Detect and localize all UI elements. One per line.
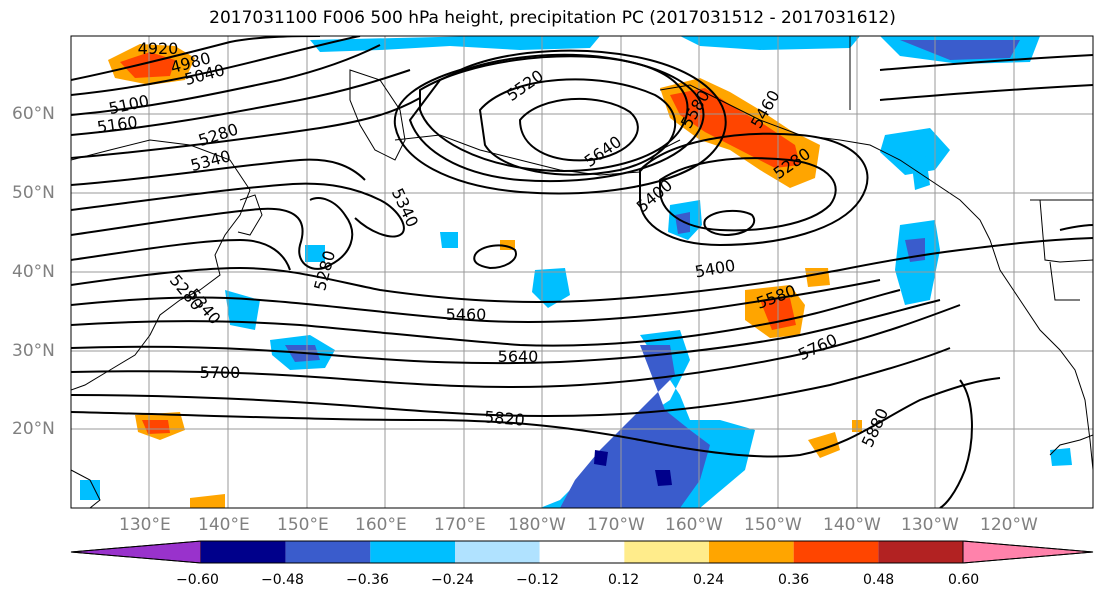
lon-label: 130°E (119, 515, 171, 535)
contour-label: 4920 (138, 39, 179, 58)
colorbar-segment (709, 541, 794, 563)
colorbar-tick-label: 0.48 (863, 572, 895, 588)
colorbar-segment (793, 541, 879, 563)
colorbar-extend-max (962, 540, 1094, 564)
colorbar-tick-label: −0.60 (176, 572, 219, 588)
colorbar-tick-label: 0.60 (948, 572, 980, 588)
lon-label: 130°W (901, 515, 959, 535)
lon-label: 160°E (355, 515, 407, 535)
contour-label: 5640 (498, 347, 539, 366)
colorbar-segment (624, 541, 709, 563)
colorbar-segment (455, 541, 540, 563)
colorbar-segment (878, 541, 963, 563)
contour-label: 5820 (483, 407, 525, 429)
lat-label: 60°N (12, 104, 55, 124)
colorbar-segment (370, 541, 455, 563)
lat-label: 20°N (12, 419, 55, 439)
lon-label: 120°W (980, 515, 1038, 535)
map-title: 2017031100 F006 500 hPa height, precipit… (209, 8, 896, 28)
colorbar-extend-min (70, 540, 202, 564)
lat-label: 50°N (12, 183, 55, 203)
contour-label: 5460 (446, 305, 487, 324)
height-contours (71, 36, 1093, 508)
lon-label: 140°E (198, 515, 250, 535)
lon-label: 150°E (277, 515, 329, 535)
colorbar-tick-label: −0.12 (516, 572, 559, 588)
colorbar-tick-label: −0.24 (431, 572, 474, 588)
lat-label: 40°N (12, 262, 55, 282)
colorbar-tick-label: 0.36 (778, 572, 810, 588)
lon-label: 140°W (823, 515, 881, 535)
lon-label: 150°W (744, 515, 802, 535)
colorbar-segment (201, 541, 286, 563)
lat-label: 30°N (12, 341, 55, 361)
colorbar-tick-label: −0.48 (261, 572, 304, 588)
contour-label: 5700 (200, 363, 241, 382)
colorbar-outline (70, 540, 1094, 564)
colorbar-tick-label: 0.12 (608, 572, 640, 588)
coastlines (71, 36, 1093, 508)
colorbar-segment (285, 541, 371, 563)
colorbar (70, 540, 1094, 564)
lon-label: 160°W (665, 515, 723, 535)
lon-label: 170°E (434, 515, 486, 535)
colorbar-segment (539, 541, 625, 563)
lon-label: 170°W (587, 515, 645, 535)
colorbar-tick-label: 0.24 (693, 572, 725, 588)
colorbar-tick-label: −0.36 (346, 572, 389, 588)
map-frame (70, 35, 1094, 509)
lon-label: 180°W (508, 515, 566, 535)
